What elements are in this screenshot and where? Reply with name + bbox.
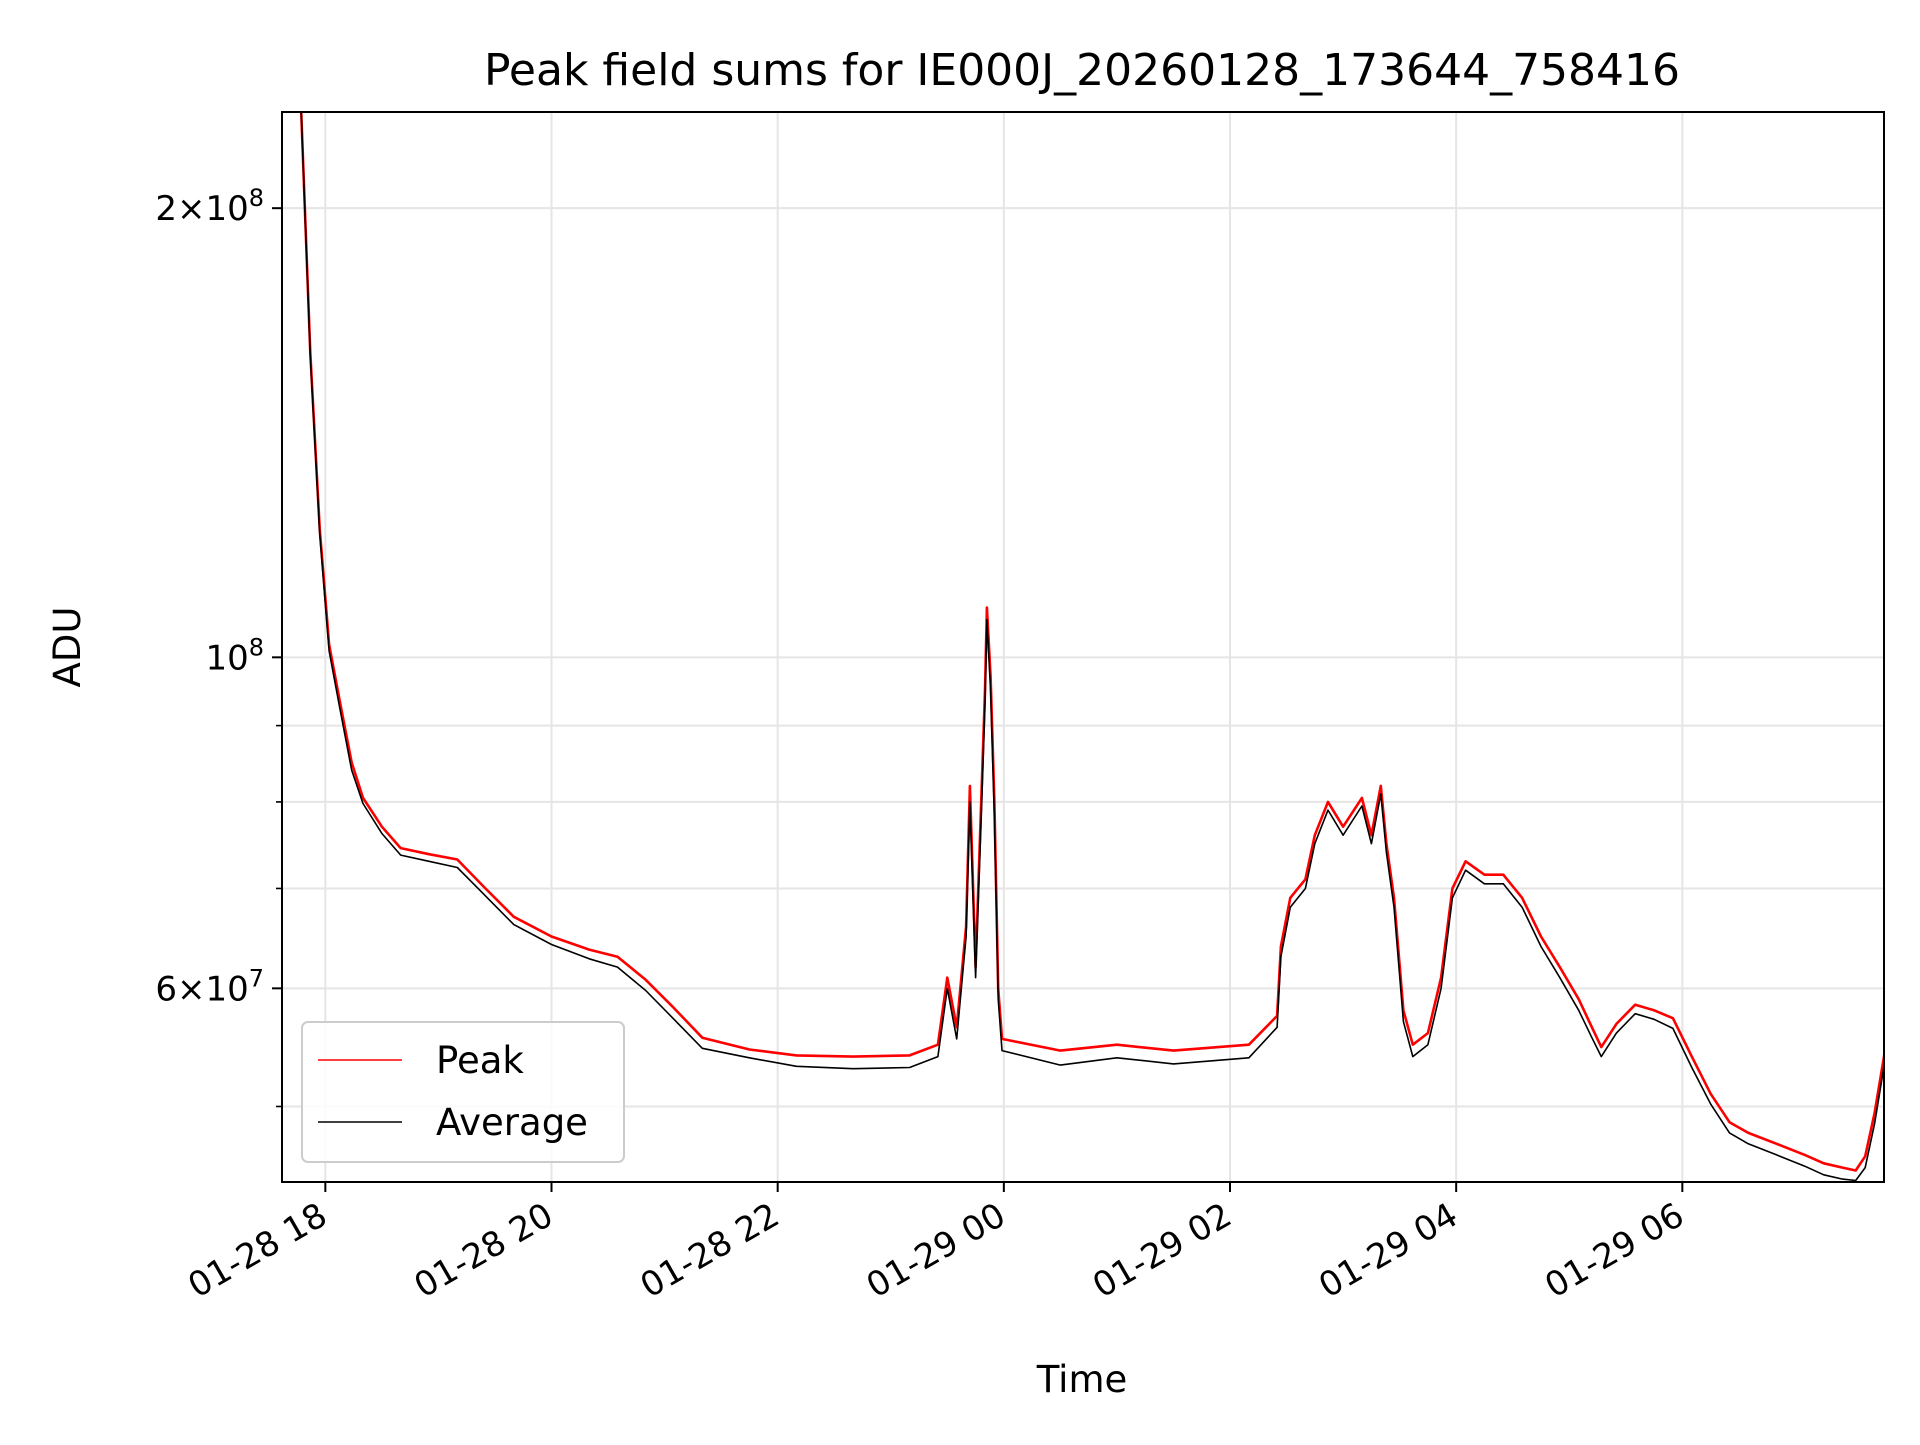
legend-label-peak: Peak: [436, 1039, 524, 1082]
series-layer: [299, 112, 1884, 1182]
legend-label-average: Average: [436, 1101, 588, 1144]
y-tick-label: 2×108: [155, 184, 264, 229]
y-tick-times-sign: ×: [177, 969, 206, 1009]
y-tick-exponent: 8: [249, 633, 264, 661]
y-tick-exponent: 8: [249, 184, 264, 212]
y-tick-label: 6×107: [155, 964, 264, 1009]
series-line-average: [300, 112, 1884, 1182]
y-tick-base: 10: [205, 638, 248, 678]
y-tick-exponent: 7: [249, 964, 264, 992]
x-axis-title: Time: [1036, 1358, 1128, 1401]
legend-box: [301, 1021, 625, 1163]
y-tick-ten: 10: [205, 189, 248, 229]
y-tick-base: 2: [155, 189, 177, 229]
plot-frame: [281, 111, 1885, 1183]
y-tick-base: 6: [155, 969, 177, 1009]
y-axis-title: ADU: [46, 607, 89, 688]
chart-title: Peak field sums for IE000J_20260128_1736…: [484, 45, 1680, 96]
y-tick-label: 108: [205, 633, 264, 678]
y-tick-times-sign: ×: [177, 189, 206, 229]
y-tick-ten: 10: [205, 969, 248, 1009]
legend: Peak Average: [301, 1021, 625, 1163]
series-line-peak: [299, 112, 1884, 1172]
